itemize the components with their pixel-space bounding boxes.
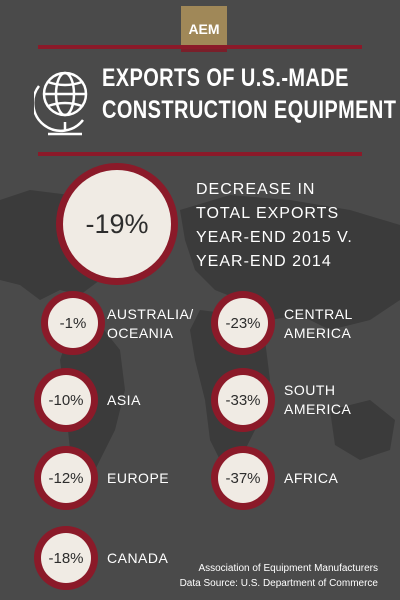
region-badge-canada: -18% [41,533,91,583]
footer-organization: Association of Equipment Manufacturers [198,563,378,574]
region-label-australia-oceania: AUSTRALIA/ OCEANIA [107,305,194,343]
region-label-line: SOUTH [284,382,336,398]
region-label-asia: ASIA [107,391,141,410]
region-badge-europe: -12% [41,453,91,503]
header-bottom-rule [38,152,362,156]
footer-data-source: Data Source: U.S. Department of Commerce [179,578,378,589]
region-label-line: AMERICA [284,401,352,417]
region-label-line: AMERICA [284,325,352,341]
region-label-line: ASIA [107,392,141,408]
total-exports-badge: -19% [63,170,171,278]
headline-line: YEAR-END 2015 V. [196,229,353,246]
headline-description: DECREASE IN TOTAL EXPORTS YEAR-END 2015 … [196,178,396,274]
logo-text: AEM [188,21,220,37]
source-footer: Association of Equipment Manufacturers D… [180,561,378,591]
region-label-line: OCEANIA [107,325,174,341]
headline-line: YEAR-END 2014 [196,253,332,270]
title-line-1: EXPORTS OF U.S.-MADE [102,64,349,92]
region-label-line: CENTRAL [284,306,353,322]
region-badge-south-america: -33% [218,375,268,425]
region-label-line: AFRICA [284,470,339,486]
region-label-south-america: SOUTH AMERICA [284,381,351,419]
region-label-line: AUSTRALIA/ [107,306,194,322]
region-badge-australia-oceania: -1% [48,298,98,348]
page-title: EXPORTS OF U.S.-MADE CONSTRUCTION EQUIPM… [102,62,398,126]
header-top-rule [38,45,362,49]
region-label-africa: AFRICA [284,469,338,488]
region-badge-asia: -10% [41,375,91,425]
region-badge-africa: -37% [218,453,268,503]
region-label-europe: EUROPE [107,469,169,488]
region-label-canada: CANADA [107,549,168,568]
region-label-line: EUROPE [107,470,170,486]
globe-icon [34,71,88,136]
region-badge-central-america: -23% [218,298,268,348]
title-line-2: CONSTRUCTION EQUIPMENT [102,96,397,124]
headline-line: TOTAL EXPORTS [196,205,340,222]
region-label-central-america: CENTRAL AMERICA [284,305,353,343]
headline-line: DECREASE IN [196,181,316,198]
region-label-line: CANADA [107,550,169,566]
